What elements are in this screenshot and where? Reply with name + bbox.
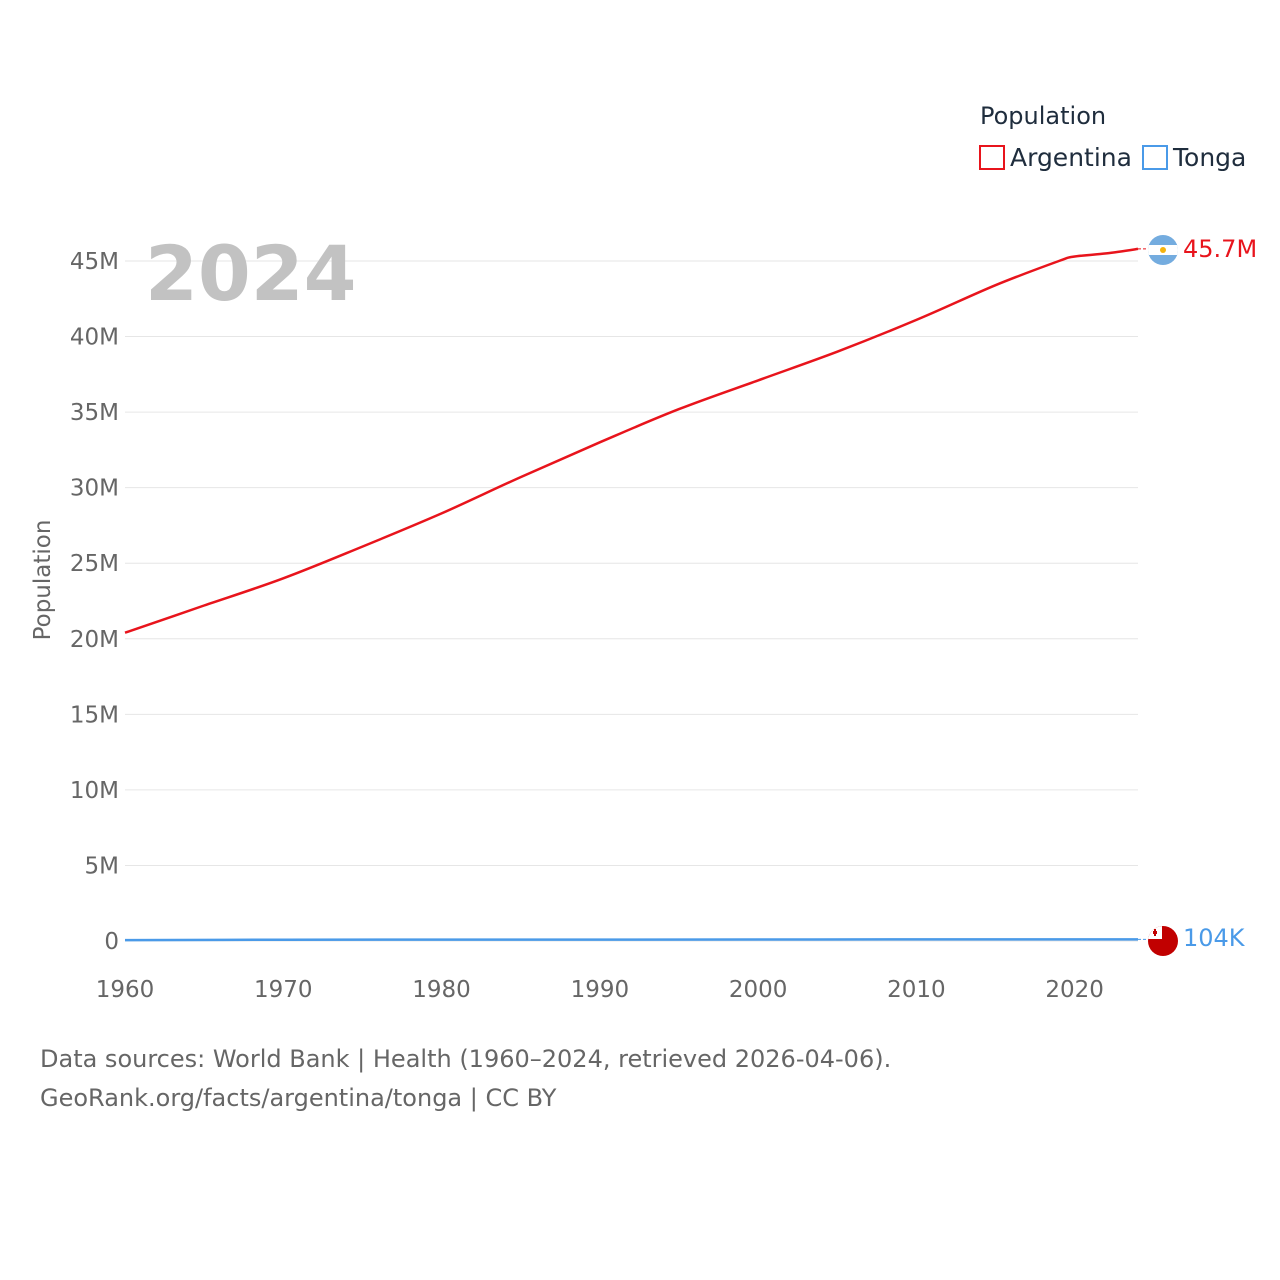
end-labels: 45.7M 104K	[1183, 235, 1257, 952]
x-tick-label: 1980	[412, 977, 471, 1003]
y-tick-label: 20M	[70, 627, 119, 653]
argentina-flag-icon	[1148, 235, 1178, 265]
legend-label-tonga[interactable]: Tonga	[1172, 143, 1246, 172]
y-tick-label: 30M	[70, 476, 119, 502]
y-tick-label: 10M	[70, 778, 119, 804]
x-tick-label: 1970	[254, 977, 313, 1003]
legend-swatch-tonga[interactable]	[1142, 145, 1168, 170]
legend-swatch-argentina[interactable]	[979, 145, 1005, 170]
y-axis-label: Population	[30, 520, 56, 641]
y-axis-ticks: 0 5M 10M 15M 20M 25M 30M 35M 40M 45M	[70, 249, 119, 955]
y-tick-label: 40M	[70, 325, 119, 351]
end-label-tonga: 104K	[1183, 924, 1246, 952]
source-link[interactable]: GeoRank.org/facts/argentina/tonga | CC B…	[40, 1084, 557, 1112]
x-tick-label: 2020	[1045, 977, 1104, 1003]
y-tick-label: 25M	[70, 551, 119, 577]
y-tick-label: 35M	[70, 400, 119, 426]
x-tick-label: 1960	[96, 977, 155, 1003]
y-tick-label: 45M	[70, 249, 119, 275]
legend-label-argentina[interactable]: Argentina	[1010, 143, 1132, 172]
series-line-tonga	[124, 938, 1138, 942]
source-text: Data sources: World Bank | Health (1960–…	[40, 1045, 892, 1073]
end-label-argentina: 45.7M	[1183, 235, 1257, 263]
tonga-flag-icon	[1148, 926, 1178, 956]
x-tick-label: 2000	[729, 977, 788, 1003]
series-line-argentina	[124, 247, 1139, 634]
flags	[1148, 235, 1178, 956]
x-tick-label: 1990	[571, 977, 630, 1003]
year-label: 2024	[145, 229, 357, 318]
y-tick-label: 0	[104, 929, 119, 955]
y-tick-label: 15M	[70, 702, 119, 728]
x-axis-ticks: 1960 1970 1980 1990 2000 2010 2020	[96, 977, 1104, 1003]
legend[interactable]: Population Argentina Tonga	[979, 102, 1246, 172]
series-group	[124, 247, 1148, 942]
grid-lines	[125, 260, 1138, 942]
y-tick-label: 5M	[85, 853, 119, 879]
legend-title: Population	[980, 102, 1106, 130]
x-tick-label: 2010	[887, 977, 946, 1003]
